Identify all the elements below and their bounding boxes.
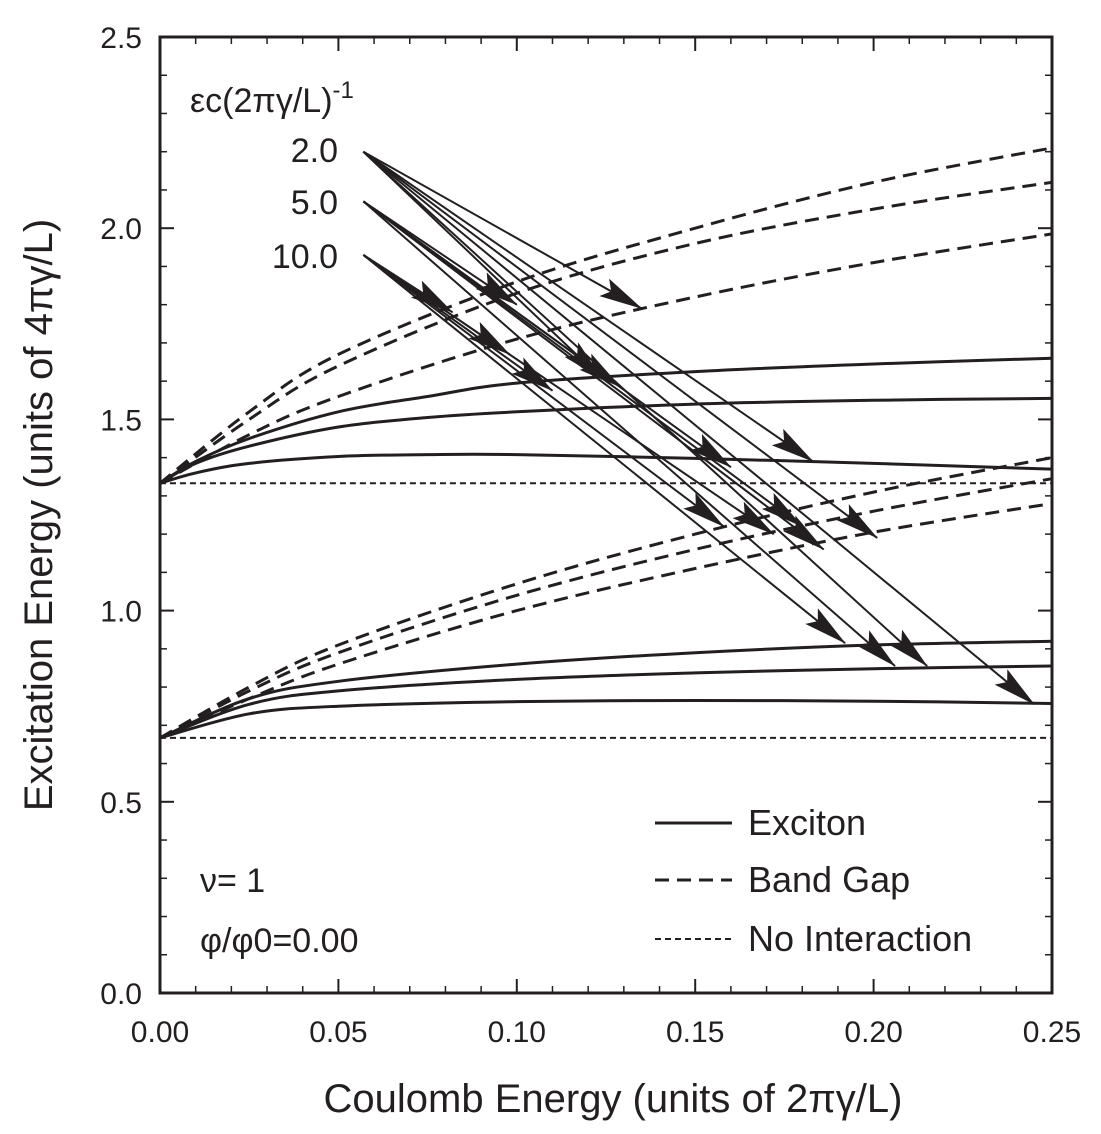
arrow-layer [362, 150, 1035, 706]
series-solid-upper-10_0 [159, 452, 1053, 485]
y-tick-label: 1.0 [100, 596, 142, 629]
arrow-10_0-17 [362, 254, 846, 644]
arrow-5_0-11 [362, 200, 896, 667]
x-axis-title: Coulomb Energy (units of 2πγ/L) [324, 1077, 903, 1121]
series-solid-lower-2_0 [159, 639, 1053, 740]
series-solid-upper-5_0 [159, 396, 1053, 485]
param-value-5: 5.0 [291, 184, 338, 222]
x-tick-label: 0.00 [131, 1016, 189, 1049]
arrow-2_0-3 [362, 150, 878, 539]
arrow-5_0-6 [362, 200, 518, 306]
series-layer [159, 146, 1053, 740]
plot-frame [158, 35, 1054, 995]
param-value-2: 2.0 [291, 132, 338, 170]
param-label-text: εc(2πγ/L) [190, 82, 333, 120]
y-axis-title: Excitation Energy (units of 4πγ/L) [17, 219, 61, 811]
y-tick-label: 2.5 [100, 22, 142, 55]
x-tick-label: 0.15 [666, 1016, 724, 1049]
legend-label-band-gap: Band Gap [748, 859, 910, 900]
series-solid-lower-10_0 [159, 698, 1053, 740]
legend-label-exciton: Exciton [748, 802, 866, 843]
legend-label-no-interaction: No Interaction [748, 918, 972, 959]
y-tick-label: 0.5 [100, 787, 142, 820]
arrow-2_0-2 [362, 150, 814, 463]
param-label-exponent: -1 [333, 77, 354, 104]
legend: Exciton Band Gap No Interaction [655, 802, 972, 959]
series-solid-upper-2_0 [159, 356, 1053, 485]
arrow-10_0-16 [362, 254, 775, 535]
param-label: εc(2πγ/L)-1 [190, 77, 354, 120]
x-tick-label: 0.05 [309, 1016, 367, 1049]
x-tick-label: 0.10 [488, 1016, 546, 1049]
arrow-2_0-0 [362, 150, 643, 310]
x-tick-label: 0.25 [1023, 1016, 1081, 1049]
flux-label: φ/φ0=0.00 [200, 922, 358, 960]
series-dashed-upper-2_0 [159, 146, 1053, 485]
series-solid-lower-5_0 [159, 664, 1053, 740]
arrow-2_0-1 [362, 150, 604, 380]
arrow-5_0-10 [362, 200, 825, 551]
y-tick-label: 1.5 [100, 404, 142, 437]
y-tick-label: 2.0 [100, 213, 142, 246]
series-dashed-lower-2_0 [159, 456, 1053, 740]
filling-factor-label: ν= 1 [200, 862, 265, 900]
arrow-10_0-15 [362, 254, 725, 528]
series-dashed-lower-10_0 [159, 502, 1053, 740]
arrow-2_0-4 [362, 150, 928, 667]
param-value-10: 10.0 [272, 238, 338, 276]
series-dashed-upper-10_0 [159, 232, 1053, 485]
series-dashed-upper-5_0 [159, 180, 1053, 485]
x-tick-label: 0.20 [844, 1016, 902, 1049]
y-tick-label: 0.0 [100, 978, 142, 1011]
arrow-2_0-5 [362, 150, 1035, 706]
axes-layer: 0.00 0.05 0.10 0.15 0.20 0.25 0.0 0.5 1.0 1.5 2.0 2… [100, 22, 1081, 1049]
